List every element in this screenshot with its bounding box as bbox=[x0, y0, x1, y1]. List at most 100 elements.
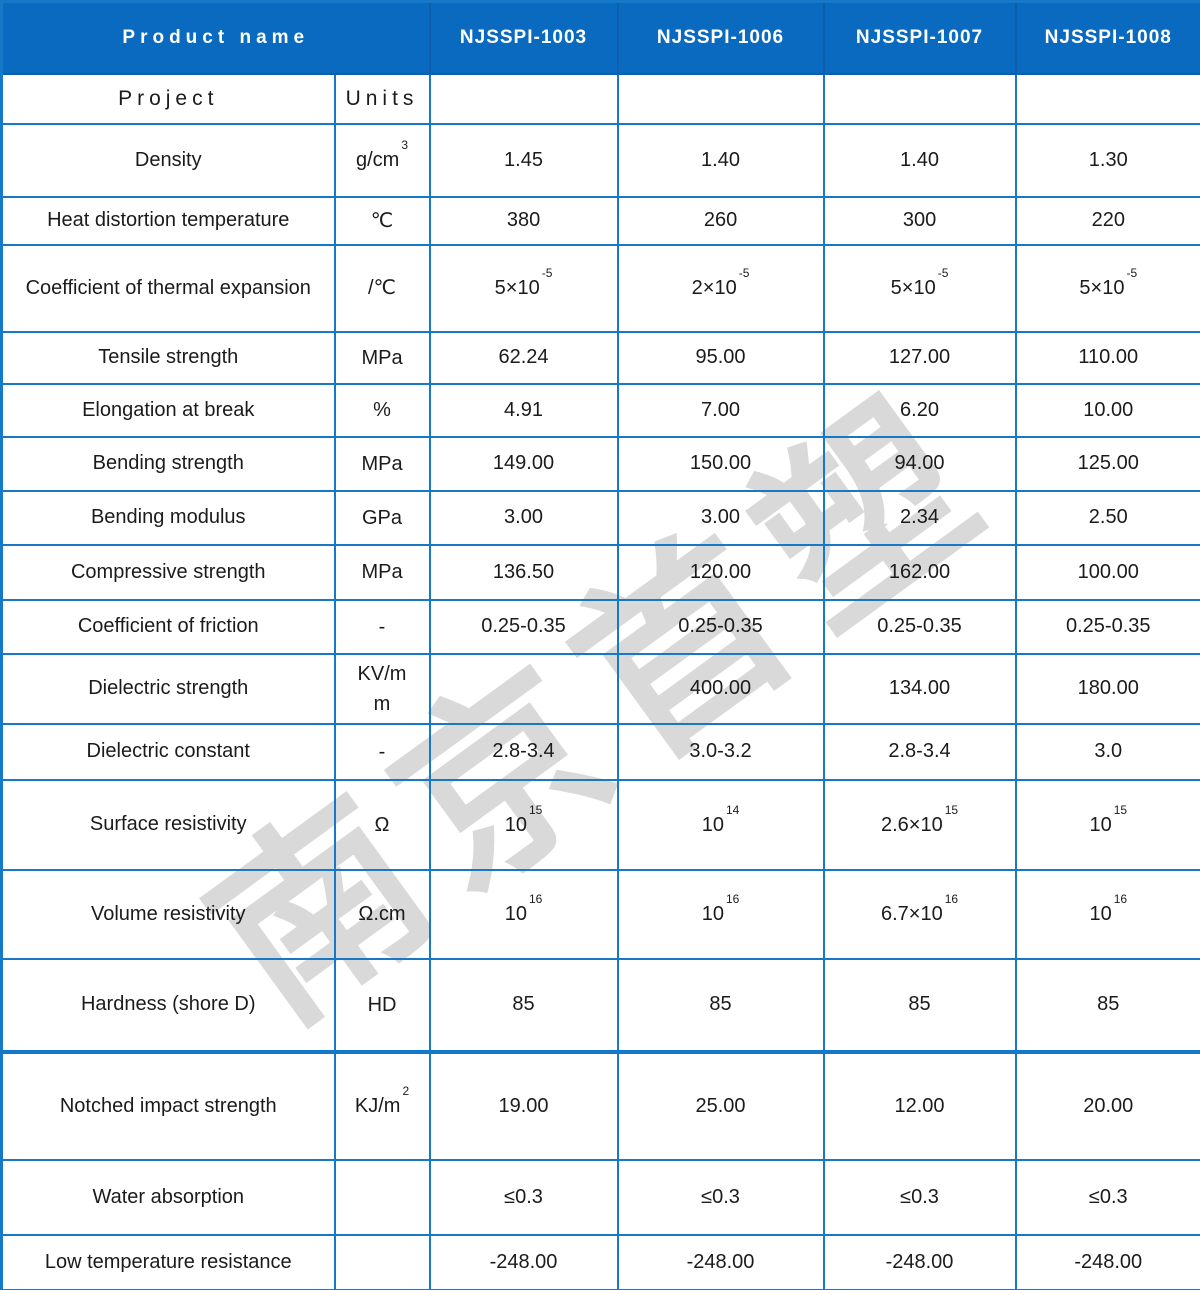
value-text: 260 bbox=[703, 209, 738, 231]
table-row: Dielectric constant - 2.8-3.4 3.0-3.2 2.8-3.… bbox=[0, 722, 1200, 781]
value-base: Ω.cm bbox=[358, 903, 406, 925]
table-cell-value: 6.20 bbox=[822, 382, 1017, 438]
row-unit bbox=[333, 1158, 431, 1236]
subheader-empty-cell bbox=[616, 72, 825, 125]
value-base: MPa bbox=[361, 561, 403, 583]
value-base: 5×10 bbox=[494, 277, 540, 300]
value-text: 0.25-0.35 bbox=[678, 615, 763, 637]
table-cell-value: 120.00 bbox=[616, 543, 825, 601]
row-unit: % bbox=[333, 382, 431, 438]
table-row: Density g/cm3 1.45 1.40 1.40 1.30 bbox=[0, 122, 1200, 198]
row-unit: ℃ bbox=[333, 195, 431, 246]
value-base: MPa bbox=[361, 346, 403, 369]
row-label: Compressive strength bbox=[0, 543, 336, 601]
table-cell-value: 4.91 bbox=[428, 382, 619, 438]
table-cell-value: 85 bbox=[616, 957, 825, 1053]
value-base: 10 bbox=[1089, 903, 1112, 926]
table-cell-value: 1.30 bbox=[1014, 122, 1200, 198]
row-unit: HD bbox=[333, 957, 431, 1053]
value-text: 400.00 bbox=[689, 677, 752, 699]
table-cell-value: 1016 bbox=[616, 868, 825, 960]
value-text: 1.40 bbox=[701, 148, 740, 171]
table-row: Tensile strength MPa 62.24 95.00 127.00 110.0… bbox=[0, 330, 1200, 385]
value-text: 120.00 bbox=[689, 560, 752, 583]
table-row: Heat distortion temperature ℃ 380 260 300 220 bbox=[0, 195, 1200, 246]
row-label: Low temperature resistance bbox=[0, 1233, 336, 1290]
table-row: Bending modulus GPa 3.00 3.00 2.34 2.50 bbox=[0, 489, 1200, 546]
value-base: 10 bbox=[701, 903, 724, 926]
table-row: Elongation at break% 4.91 7.00 6.20 10.00 bbox=[0, 382, 1200, 438]
table-cell-value: 5×10-5 bbox=[822, 243, 1017, 333]
table-cell-value: 3.00 bbox=[428, 489, 619, 546]
value-text: -248.00 bbox=[885, 1250, 954, 1273]
row-label: Bending strength bbox=[0, 435, 336, 492]
table-row: Notched impact strength KJ/m2 19.00 25.00 12… bbox=[0, 1049, 1200, 1161]
table-cell-value: 150.00 bbox=[616, 435, 825, 492]
value-text: -248.00 bbox=[686, 1250, 755, 1273]
value-text: 85 bbox=[1097, 993, 1120, 1015]
subheader-empty-cell bbox=[428, 72, 619, 125]
value-text: ≤0.3 bbox=[504, 1185, 543, 1208]
table-cell-value: 127.00 bbox=[822, 330, 1017, 385]
table-cell-value: 95.00 bbox=[616, 330, 825, 385]
row-label: Coefficient of thermal expansion bbox=[0, 243, 336, 333]
value-base: 10 bbox=[504, 813, 527, 836]
value-text: 149.00 bbox=[492, 452, 555, 474]
value-text: 94.00 bbox=[894, 452, 945, 474]
row-label: Dielectric strength bbox=[0, 652, 336, 725]
table-cell-value: 20.00 bbox=[1014, 1049, 1200, 1161]
table-cell-value: 25.00 bbox=[616, 1049, 825, 1161]
table-cell-value: -248.00 bbox=[822, 1233, 1017, 1290]
value-text: 3.00 bbox=[504, 506, 543, 528]
value-text: 10.00 bbox=[1083, 398, 1134, 421]
table-row: Hardness (shore D) HD 85 85 85 85 bbox=[0, 957, 1200, 1053]
value-superscript: 15 bbox=[1113, 802, 1128, 817]
row-unit: /℃ bbox=[333, 243, 431, 333]
table-cell-value: 136.50 bbox=[428, 543, 619, 601]
value-text: -248.00 bbox=[1074, 1250, 1143, 1273]
row-unit: Ω.cm bbox=[333, 868, 431, 960]
table-cell-value: 300 bbox=[822, 195, 1017, 246]
table-cell-value: -248.00 bbox=[616, 1233, 825, 1290]
value-text: 125.00 bbox=[1077, 452, 1139, 474]
row-label: Bending modulus bbox=[0, 489, 336, 546]
value-text: 127.00 bbox=[888, 346, 951, 368]
table-cell-value: 400.00 bbox=[616, 652, 825, 725]
table-cell-value: 12.00 bbox=[822, 1049, 1017, 1161]
row-label: Water absorption bbox=[0, 1158, 336, 1236]
value-text: 3.00 bbox=[701, 506, 740, 528]
table-cell-value: 125.00 bbox=[1014, 435, 1200, 492]
table-cell-value: 1.45 bbox=[428, 122, 619, 198]
value-base: /℃ bbox=[367, 277, 397, 299]
value-text: 12.00 bbox=[894, 1094, 945, 1117]
table-cell-value: 162.00 bbox=[822, 543, 1017, 601]
table-cell-value: 1015 bbox=[428, 778, 619, 871]
subheader-empty-cell bbox=[822, 72, 1017, 125]
table-cell-value: 85 bbox=[1014, 957, 1200, 1053]
value-text: 2.8-3.4 bbox=[492, 740, 555, 762]
table-cell-value: 380 bbox=[428, 195, 619, 246]
value-base: 2.6×10 bbox=[880, 813, 943, 836]
table-cell-value: -248.00 bbox=[428, 1233, 619, 1290]
value-text: 1.45 bbox=[504, 148, 543, 171]
row-label: Density bbox=[0, 122, 336, 198]
product-column-header: NJSSPI-1003 bbox=[428, 1, 619, 75]
value-text: ≤0.3 bbox=[1088, 1185, 1128, 1208]
table-cell-value: 220 bbox=[1014, 195, 1200, 246]
table-cell-value: 180.00 bbox=[1014, 652, 1200, 725]
value-text: 19.00 bbox=[498, 1094, 549, 1117]
table-cell-value: 1014 bbox=[616, 778, 825, 871]
table-cell-value: 94.00 bbox=[822, 435, 1017, 492]
row-unit: - bbox=[333, 598, 431, 655]
value-base: ℃ bbox=[370, 209, 394, 232]
table-cell-value: 62.24 bbox=[428, 330, 619, 385]
value-base: 10 bbox=[701, 813, 724, 836]
table-cell-value: 6.7×1016 bbox=[822, 868, 1017, 960]
table-cell-value: 134.00 bbox=[822, 652, 1017, 725]
value-superscript: 15 bbox=[528, 802, 543, 817]
table-cell-value: -248.00 bbox=[1014, 1233, 1200, 1290]
row-unit: KJ/m2 bbox=[333, 1049, 431, 1161]
table-cell-value: 2×10-5 bbox=[616, 243, 825, 333]
value-base: GPa bbox=[361, 506, 403, 529]
